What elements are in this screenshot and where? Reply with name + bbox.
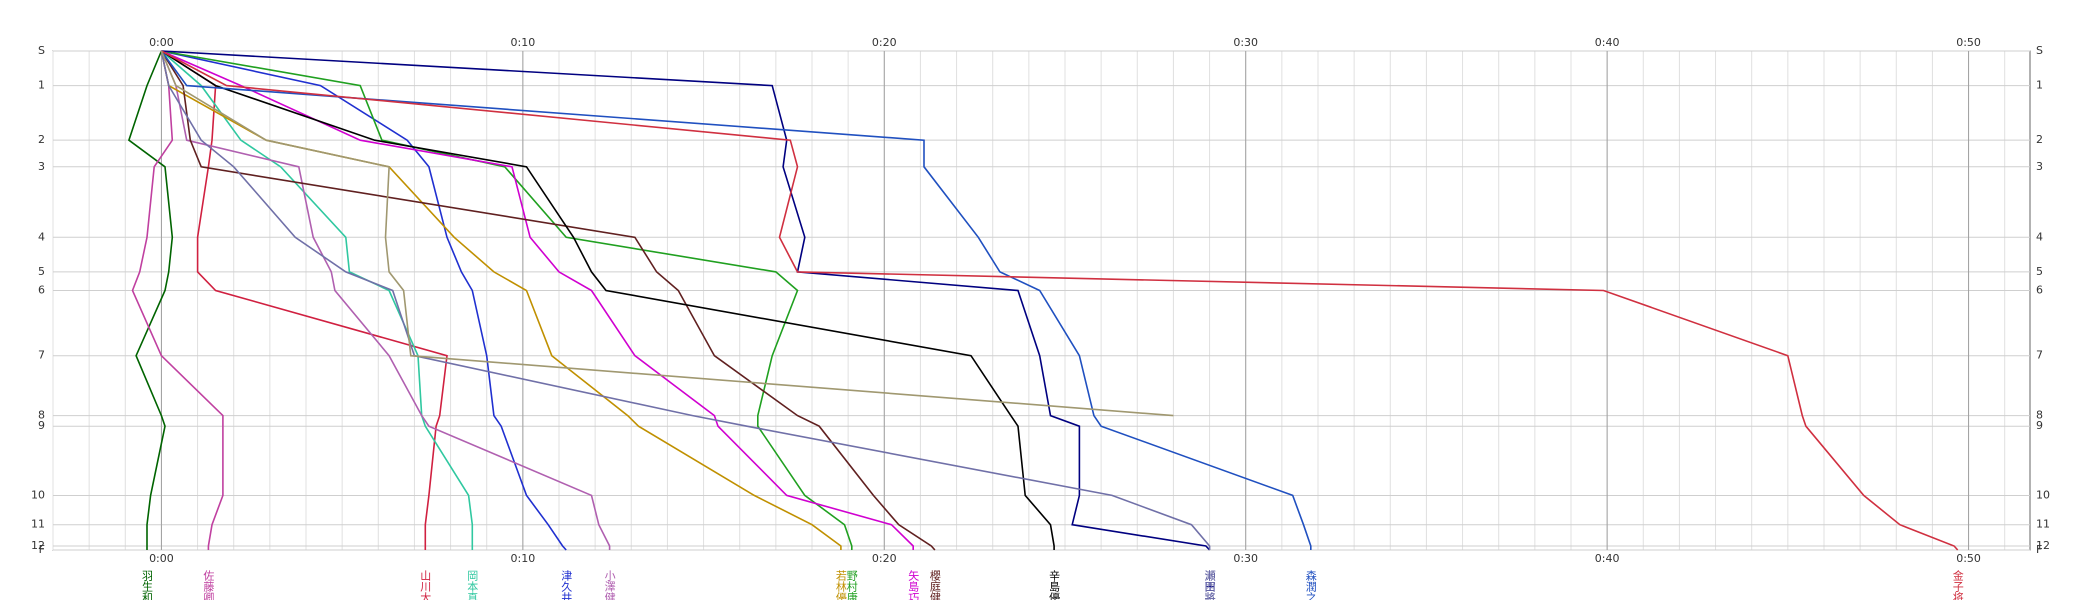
runner-name: 野村康 — [845, 570, 858, 600]
split-line — [160, 50, 1211, 550]
x-tick-label: 0:20 — [872, 552, 897, 565]
y-tick-label-right: F — [2036, 543, 2042, 556]
x-tick-label-top: 0:50 — [1956, 36, 1981, 49]
y-tick-label: 12 — [31, 539, 45, 552]
y-tick-label: 11 — [31, 518, 45, 531]
runner-name: 矢島巧 — [907, 569, 920, 600]
x-tick-label: 0:10 — [511, 552, 536, 565]
y-tick-label: 2 — [38, 133, 45, 146]
split-line — [160, 50, 936, 551]
split-line — [161, 50, 567, 551]
y-tick-label-right: 3 — [2036, 160, 2043, 173]
y-tick-label: S — [38, 44, 45, 57]
runner-name: 羽生和 — [140, 570, 153, 600]
y-tick-label: 5 — [38, 265, 45, 278]
runner-name: 櫻庭健 — [928, 569, 941, 600]
x-tick-label-top: 0:40 — [1595, 36, 1620, 49]
runner-name: 若林優 — [834, 570, 847, 600]
y-tick-label: F — [39, 543, 45, 556]
runner-name: 小澤健 — [603, 570, 616, 600]
y-tick-label-right: 7 — [2036, 349, 2043, 362]
split-line — [160, 50, 1174, 417]
y-tick-label: 6 — [38, 284, 45, 297]
y-tick-label-right: 4 — [2036, 230, 2043, 243]
runner-name: 岡本真 — [466, 570, 479, 600]
runner-name: 森潤之 — [1304, 569, 1317, 600]
y-tick-label-right: 10 — [2036, 488, 2050, 501]
y-tick-label: 9 — [38, 419, 45, 432]
y-tick-label: 1 — [38, 79, 45, 92]
runner-name: 瀬西將 — [1203, 569, 1216, 600]
runner-name: 山川大 — [419, 570, 432, 600]
y-tick-label-right: 9 — [2036, 419, 2043, 432]
x-tick-label: 0:30 — [1233, 552, 1258, 565]
y-tick-label: 7 — [38, 349, 45, 362]
runner-name: 辛島優 — [1048, 569, 1061, 600]
runner-name: 佐藤卿 — [202, 569, 215, 600]
y-tick-label-right: 2 — [2036, 133, 2043, 146]
runner-name: 金子将 — [1951, 569, 1964, 600]
y-tick-label-right: 12 — [2036, 539, 2050, 552]
split-line — [131, 50, 224, 550]
split-line — [160, 50, 1055, 550]
x-tick-label-top: 0:10 — [511, 36, 536, 49]
split-line — [127, 50, 174, 550]
y-tick-label-right: 8 — [2036, 409, 2043, 422]
x-tick-label: 0:40 — [1595, 552, 1620, 565]
y-tick-label: 3 — [38, 160, 45, 173]
y-tick-label-right: S — [2036, 44, 2043, 57]
x-tick-label-top: 0:20 — [872, 36, 897, 49]
x-tick-label-top: 0:00 — [149, 36, 174, 49]
split-line — [160, 50, 448, 550]
y-tick-label-right: 1 — [2036, 79, 2043, 92]
y-tick-label: 4 — [38, 230, 45, 243]
split-line — [160, 50, 1312, 550]
plot-area — [52, 50, 2031, 551]
x-tick-label-top: 0:30 — [1233, 36, 1258, 49]
runner-name: 瀬田將 — [1203, 569, 1216, 600]
y-tick-label: 8 — [38, 409, 45, 422]
y-tick-label-right: 5 — [2036, 265, 2043, 278]
split-line — [161, 50, 1211, 551]
split-line — [161, 50, 1959, 551]
x-tick-label: 0:00 — [149, 552, 174, 565]
y-tick-label-right: 11 — [2036, 518, 2050, 531]
x-tick-label: 0:50 — [1956, 552, 1981, 565]
y-tick-label-right: 6 — [2036, 284, 2043, 297]
split-line — [161, 50, 914, 550]
runner-name: 津久井 — [560, 570, 573, 600]
y-tick-label: 10 — [31, 488, 45, 501]
